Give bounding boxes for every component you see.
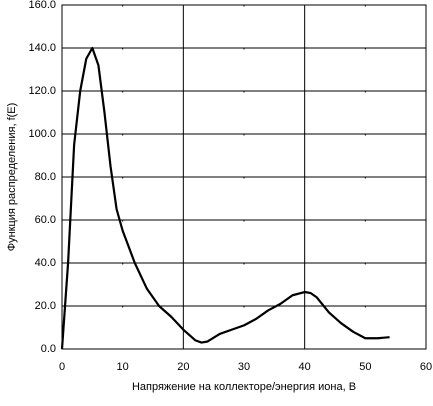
y-axis-title: Функция распределения, f(E) xyxy=(6,103,18,252)
x-tick-label: 50 xyxy=(359,361,371,373)
data-line xyxy=(60,46,390,350)
x-axis-title: Напряжение на коллекторе/энергия иона, В xyxy=(132,381,356,393)
y-tick-label: 120.0 xyxy=(28,85,56,97)
y-tick-label: 0.0 xyxy=(41,343,56,355)
x-tick-label: 0 xyxy=(59,361,65,373)
x-tick-label: 30 xyxy=(238,361,250,373)
y-tick-label: 60.0 xyxy=(35,214,56,226)
y-tick-label: 80.0 xyxy=(35,171,56,183)
y-tick-label: 160.0 xyxy=(28,0,56,11)
x-tick-label: 40 xyxy=(299,361,311,373)
x-tick-label: 10 xyxy=(117,361,129,373)
y-tick-label: 40.0 xyxy=(35,257,56,269)
y-tick-label: 140.0 xyxy=(28,42,56,54)
plot-frame xyxy=(61,4,427,350)
x-tick-label: 20 xyxy=(177,361,189,373)
y-tick-label: 20.0 xyxy=(35,300,56,312)
x-tick-label: 60 xyxy=(420,361,432,373)
y-tick-label: 100.0 xyxy=(28,128,56,140)
